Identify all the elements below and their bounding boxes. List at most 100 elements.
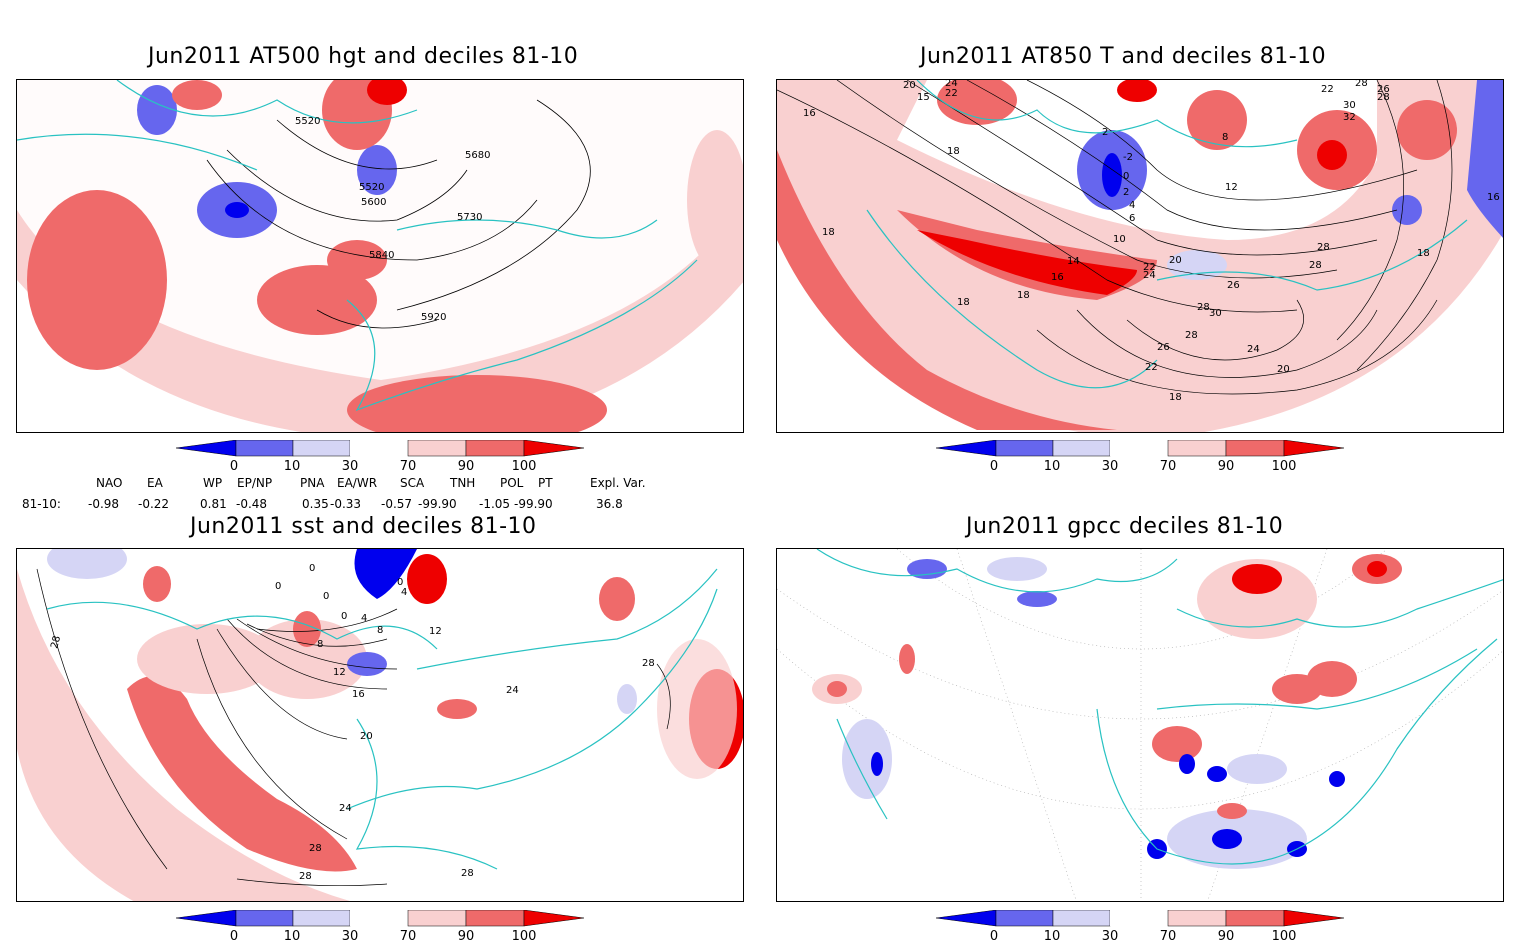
colorbar-label: 70	[1159, 459, 1177, 474]
colorbar-label: 0	[229, 459, 239, 474]
svg-text:0: 0	[275, 581, 281, 592]
colorbar-label: 30	[1101, 929, 1119, 944]
colorbar-label: 30	[1101, 459, 1119, 474]
colorbar-label: 30	[341, 459, 359, 474]
colorbar-3: 0 10 30 70 90 100	[175, 909, 586, 944]
svg-text:12: 12	[333, 667, 346, 678]
svg-text:0: 0	[309, 563, 315, 574]
index-name: PT	[538, 476, 553, 490]
colorbar-label: 90	[1217, 459, 1235, 474]
svg-text:16: 16	[352, 689, 365, 700]
colorbar-label: 90	[457, 459, 475, 474]
map-sst: 28 0 0 0 0 4 8 8 12 16 20 24 28 28 28 24…	[17, 549, 743, 901]
svg-text:24: 24	[945, 80, 958, 89]
svg-text:18: 18	[947, 146, 960, 157]
index-name: POL	[500, 476, 524, 490]
svg-text:24: 24	[1247, 344, 1260, 355]
colorbar-1: 0 10 30 70 90 100	[175, 439, 586, 476]
svg-text:30: 30	[1209, 308, 1222, 319]
index-value: -0.48	[236, 497, 268, 511]
map-panel-t850: 20 24 22 16 18 15 2 -2 0 2 4 6 8 10 12 1…	[776, 79, 1504, 433]
colorbar-label: 10	[283, 929, 301, 944]
svg-text:4: 4	[361, 613, 367, 624]
svg-text:24: 24	[339, 803, 352, 814]
svg-text:26: 26	[1377, 84, 1390, 95]
index-name: EP/NP	[237, 476, 273, 490]
svg-text:18: 18	[1417, 248, 1430, 259]
svg-text:8: 8	[317, 639, 323, 650]
svg-text:20: 20	[1169, 255, 1182, 266]
svg-text:26: 26	[1157, 342, 1170, 353]
svg-text:24: 24	[1143, 270, 1156, 281]
svg-text:8: 8	[1222, 132, 1228, 143]
svg-text:22: 22	[1145, 362, 1158, 373]
svg-text:16: 16	[1051, 272, 1064, 283]
svg-text:5920: 5920	[421, 312, 446, 323]
index-name: PNA	[300, 476, 325, 490]
svg-text:22: 22	[1143, 262, 1156, 273]
index-value: -0.98	[88, 497, 120, 511]
svg-text:0: 0	[1123, 171, 1129, 182]
colorbar-label: 90	[1217, 929, 1235, 944]
map-panel-gpcc	[776, 548, 1504, 902]
panel-title-t850: Jun2011 AT850 T and deciles 81-10	[920, 44, 1327, 69]
svg-text:5840: 5840	[369, 250, 394, 261]
svg-text:28: 28	[299, 871, 312, 882]
indices-table: NAO EA WP EP/NP PNA EA/WR SCA TNH POL PT…	[0, 474, 760, 514]
svg-text:8: 8	[377, 625, 383, 636]
svg-text:20: 20	[360, 731, 373, 742]
svg-text:28: 28	[642, 658, 655, 669]
svg-text:5730: 5730	[457, 212, 482, 223]
index-name: Expl. Var.	[590, 476, 646, 490]
svg-text:14: 14	[1067, 256, 1080, 267]
svg-text:28: 28	[1317, 242, 1330, 253]
svg-text:15: 15	[917, 92, 930, 103]
svg-text:16: 16	[803, 108, 816, 119]
index-name: TNH	[450, 476, 476, 490]
index-name: NAO	[96, 476, 123, 490]
svg-text:28: 28	[1185, 330, 1198, 341]
svg-text:5600: 5600	[361, 197, 386, 208]
svg-text:28: 28	[1197, 302, 1210, 313]
colorbar-label: 10	[1043, 459, 1061, 474]
index-name: SCA	[400, 476, 425, 490]
svg-text:18: 18	[1017, 290, 1030, 301]
svg-text:12: 12	[1225, 182, 1238, 193]
index-value: -0.33	[330, 497, 362, 511]
index-value: 36.8	[596, 497, 623, 511]
colorbar-label: 10	[283, 459, 301, 474]
svg-text:6: 6	[1129, 213, 1135, 224]
svg-text:18: 18	[822, 227, 835, 238]
svg-text:30: 30	[1343, 100, 1356, 111]
svg-text:0: 0	[323, 591, 329, 602]
colorbar-label: 70	[399, 459, 417, 474]
svg-text:5520: 5520	[295, 116, 320, 127]
svg-text:12: 12	[429, 626, 442, 637]
index-name: EA/WR	[337, 476, 378, 490]
svg-text:5520: 5520	[359, 182, 384, 193]
svg-text:18: 18	[957, 297, 970, 308]
colorbar-label: 0	[229, 929, 239, 944]
map-t850: 20 24 22 16 18 15 2 -2 0 2 4 6 8 10 12 1…	[777, 80, 1503, 432]
svg-text:4: 4	[401, 587, 407, 598]
colorbar-label: 70	[399, 929, 417, 944]
index-name: EA	[147, 476, 163, 490]
colorbar-4: 0 10 30 70 90 100	[935, 909, 1346, 944]
svg-text:18: 18	[1169, 392, 1182, 403]
colorbar-label: 0	[989, 929, 999, 944]
index-name: WP	[203, 476, 223, 490]
colorbar-2: 0 10 30 70 90 100	[935, 439, 1346, 476]
colorbar-label: 100	[1271, 459, 1297, 474]
svg-text:26: 26	[1227, 280, 1240, 291]
svg-text:4: 4	[1129, 200, 1135, 211]
svg-text:0: 0	[397, 577, 403, 588]
colorbar-label: 30	[341, 929, 359, 944]
panel-title-sst: Jun2011 sst and deciles 81-10	[190, 514, 537, 539]
index-value: 0.35	[302, 497, 329, 511]
index-row-label: 81-10:	[22, 497, 61, 511]
svg-text:16: 16	[1487, 192, 1500, 203]
map-panel-hgt500: 5520 5520 5600 5680 5730 5840 5920	[16, 79, 744, 433]
index-value: 0.81	[200, 497, 227, 511]
svg-text:20: 20	[1277, 364, 1290, 375]
colorbar-label: 100	[511, 929, 537, 944]
